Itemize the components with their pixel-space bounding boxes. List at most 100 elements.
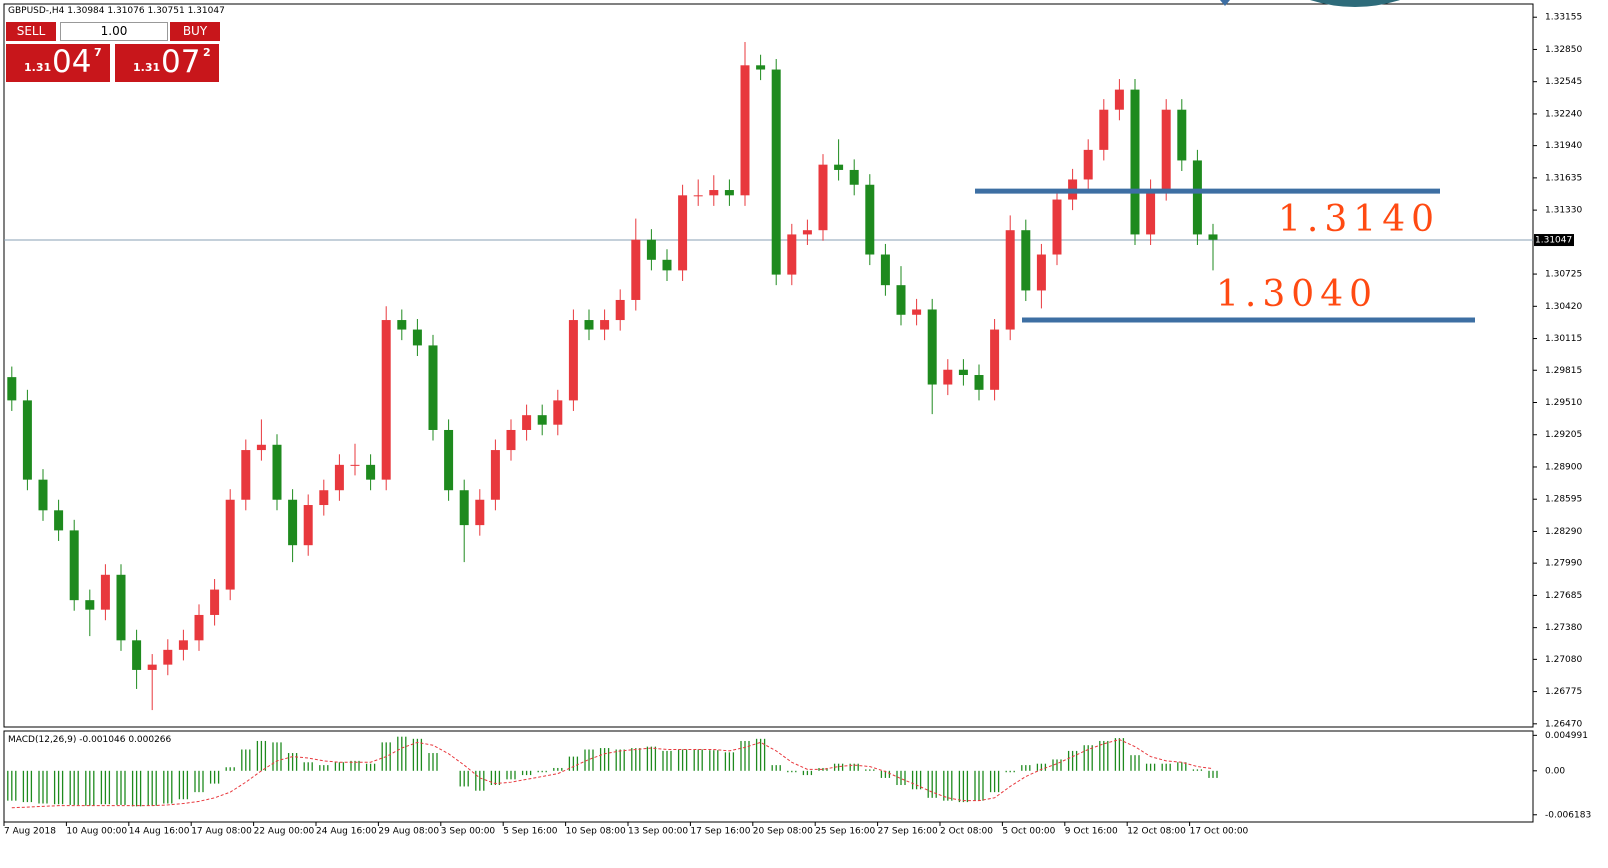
y-tick-label: 1.28900 bbox=[1545, 462, 1582, 472]
candle-body bbox=[194, 614, 204, 641]
x-tick-label: 10 Aug 00:00 bbox=[66, 827, 127, 837]
candle-body bbox=[553, 400, 563, 425]
candle-body bbox=[974, 375, 984, 390]
y-tick-label: 1.31635 bbox=[1545, 173, 1582, 183]
macd-frame bbox=[3, 730, 1534, 823]
y-tick-label: 1.33155 bbox=[1545, 13, 1582, 23]
macd-readout: MACD(12,26,9) -0.001046 0.000266 bbox=[8, 735, 172, 745]
candle-body bbox=[849, 169, 859, 185]
candle-body bbox=[709, 190, 719, 196]
x-tick-label: 3 Sep 00:00 bbox=[441, 827, 496, 837]
price-pips: 07 bbox=[161, 44, 201, 80]
sell-price[interactable]: 1.31 04 7 bbox=[6, 44, 110, 82]
candle-body bbox=[990, 329, 1000, 390]
candle-body bbox=[1177, 109, 1187, 161]
candle-body bbox=[896, 285, 906, 315]
candle-body bbox=[1052, 199, 1062, 255]
y-tick-label: 1.28290 bbox=[1545, 527, 1582, 537]
candle-body bbox=[1099, 109, 1109, 150]
sell-button[interactable]: SELL bbox=[6, 22, 56, 41]
candle-body bbox=[116, 574, 126, 641]
candle-body bbox=[958, 369, 968, 376]
lot-input[interactable]: 1.00 bbox=[60, 22, 168, 41]
x-tick-label: 29 Aug 08:00 bbox=[378, 827, 439, 837]
candle-body bbox=[568, 320, 578, 401]
candle-body bbox=[615, 299, 625, 321]
candle-body bbox=[319, 490, 329, 506]
candle-body bbox=[38, 479, 48, 511]
candle-body bbox=[54, 510, 64, 531]
buy-button[interactable]: BUY bbox=[170, 22, 220, 41]
x-tick-label: 25 Sep 16:00 bbox=[815, 827, 875, 837]
candle-body bbox=[600, 320, 610, 330]
candle-body bbox=[1083, 149, 1093, 180]
buy-price[interactable]: 1.31 07 2 bbox=[115, 44, 219, 82]
candle-body bbox=[943, 369, 953, 385]
y-tick-label: 1.30725 bbox=[1545, 270, 1582, 280]
y-tick-label: 1.29205 bbox=[1545, 430, 1582, 440]
y-tick-label: 1.27380 bbox=[1545, 623, 1582, 633]
candle-body bbox=[724, 190, 734, 196]
symbol: GBPUSD-,H4 1.30984 1.31076 1.30751 1.310… bbox=[8, 6, 225, 16]
y-tick-label: 1.29815 bbox=[1545, 366, 1582, 376]
x-tick-label: 22 Aug 00:00 bbox=[254, 827, 315, 837]
candle-body bbox=[1130, 89, 1140, 235]
candle-body bbox=[693, 195, 703, 197]
candle-body bbox=[756, 65, 766, 70]
symbol-name: GBPUSD-,H4 bbox=[8, 6, 65, 16]
x-tick-label: 10 Sep 08:00 bbox=[566, 827, 626, 837]
signal-line bbox=[11, 739, 1214, 809]
price-pips: 04 bbox=[52, 44, 92, 80]
ohlc-open: 1.30984 bbox=[67, 6, 104, 16]
y-tick-label: 1.32850 bbox=[1545, 45, 1582, 55]
candle-body bbox=[678, 195, 688, 271]
scroll-marker bbox=[1220, 0, 1230, 6]
x-tick-label: 17 Aug 08:00 bbox=[191, 827, 252, 837]
price-fraction: 7 bbox=[94, 46, 102, 59]
candle-body bbox=[771, 69, 781, 275]
candle-body bbox=[147, 664, 157, 670]
candle-body bbox=[631, 239, 641, 300]
x-tick-label: 17 Sep 16:00 bbox=[690, 827, 750, 837]
candle-body bbox=[272, 444, 282, 500]
candle-body bbox=[537, 415, 547, 425]
candle-body bbox=[865, 184, 875, 255]
x-tick-label: 14 Aug 16:00 bbox=[129, 827, 190, 837]
candle-body bbox=[288, 499, 298, 546]
x-tick-label: 2 Oct 08:00 bbox=[940, 827, 993, 837]
candle-body bbox=[444, 429, 454, 491]
candle-body bbox=[802, 230, 812, 235]
candle-body bbox=[381, 320, 391, 480]
candle-body bbox=[225, 499, 235, 590]
x-tick-label: 13 Sep 00:00 bbox=[628, 827, 688, 837]
candle-body bbox=[22, 400, 32, 480]
candle-body bbox=[334, 464, 344, 491]
y-tick-label: 1.32545 bbox=[1545, 77, 1582, 87]
candle-body bbox=[1161, 109, 1171, 191]
level-annotation: 1.3040 bbox=[1216, 274, 1378, 315]
candle-body bbox=[1021, 230, 1031, 291]
y-tick-label: 1.27080 bbox=[1545, 655, 1582, 665]
y-tick-label: 1.32240 bbox=[1545, 109, 1582, 119]
x-tick-label: 5 Sep 16:00 bbox=[503, 827, 558, 837]
x-tick-label: 12 Oct 08:00 bbox=[1127, 827, 1186, 837]
price-big: 1.31 bbox=[24, 61, 52, 74]
candle-body bbox=[459, 490, 469, 526]
x-tick-label: 7 Aug 2018 bbox=[4, 827, 56, 837]
price-big: 1.31 bbox=[133, 61, 161, 74]
candle-body bbox=[818, 164, 828, 231]
candle-body bbox=[366, 464, 376, 480]
trade-panel: SELL 1.00 BUY 1.31 04 7 1.31 07 2 bbox=[6, 20, 220, 83]
y-tick-label: 1.26470 bbox=[1545, 719, 1582, 729]
logo-edge bbox=[1310, 0, 1400, 7]
candle-body bbox=[1208, 234, 1218, 240]
x-tick-label: 9 Oct 16:00 bbox=[1065, 827, 1118, 837]
ohlc-close: 1.31047 bbox=[188, 6, 225, 16]
candle-body bbox=[100, 574, 110, 610]
y-tick-label: 1.27990 bbox=[1545, 559, 1582, 569]
y-tick-label: 0.004991 bbox=[1545, 731, 1588, 741]
last-price-box bbox=[1534, 234, 1574, 247]
candle-body bbox=[880, 254, 890, 286]
candle-body bbox=[210, 589, 220, 615]
x-tick-label: 20 Sep 08:00 bbox=[753, 827, 813, 837]
